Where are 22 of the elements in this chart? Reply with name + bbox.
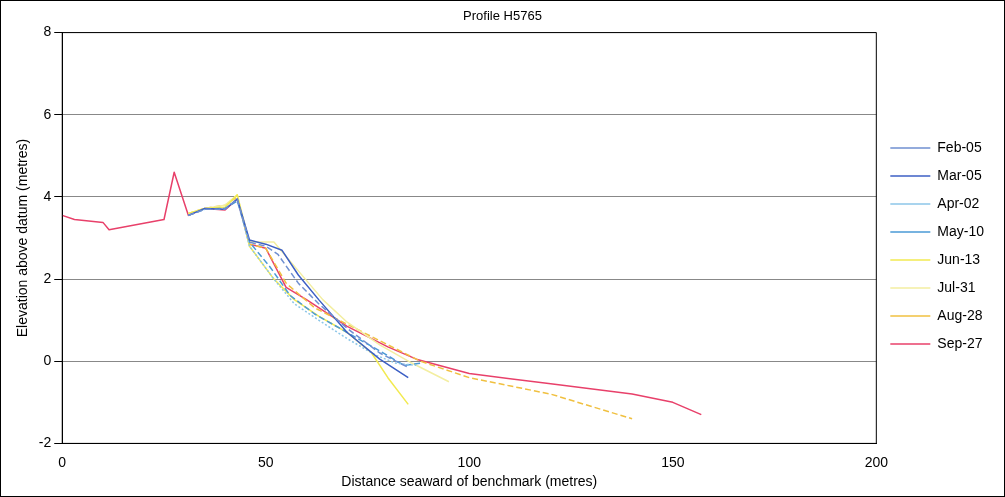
y-tick-label: 8 (43, 23, 52, 40)
y-tick-label: 6 (43, 105, 52, 122)
x-tick-label: 50 (257, 453, 274, 470)
x-tick-label: 150 (661, 453, 685, 470)
legend-label: Mar-05 (937, 166, 982, 183)
legend-label: Sep-27 (937, 334, 983, 351)
y-tick-label: 4 (43, 187, 52, 204)
legend-label: Jul-31 (937, 278, 976, 295)
y-tick-label: -2 (38, 434, 52, 451)
legend-label: Apr-02 (937, 194, 980, 211)
legend-label: Feb-05 (937, 138, 982, 155)
x-axis-title: Distance seaward of benchmark (metres) (341, 473, 598, 490)
legend-label: May-10 (937, 222, 985, 239)
x-tick-label: 0 (58, 453, 67, 470)
x-tick-label: 100 (457, 453, 482, 470)
x-tick-label: 200 (864, 453, 889, 470)
y-tick-label: 2 (43, 269, 52, 286)
y-axis-title: Elevation above datum (metres) (14, 138, 31, 338)
legend-label: Aug-28 (937, 306, 983, 323)
legend-label: Jun-13 (937, 250, 981, 267)
y-tick-label: 0 (43, 352, 52, 369)
chart-title: Profile H5765 (463, 8, 542, 24)
